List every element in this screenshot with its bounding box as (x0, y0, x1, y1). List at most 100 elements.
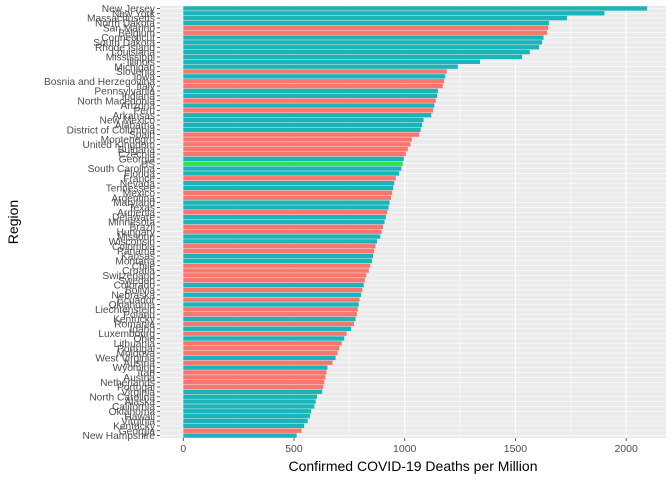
bar (183, 93, 438, 98)
bar (183, 137, 412, 142)
bar (183, 176, 396, 181)
y-tick-label: Indiana (122, 91, 156, 102)
bar (183, 185, 394, 191)
bar (183, 219, 385, 225)
y-tick-label: North Dakota (95, 19, 155, 30)
bar (183, 278, 365, 283)
y-tick-label: Mississippi (106, 53, 155, 64)
y-tick-label: Liechtenstein (95, 305, 155, 316)
bar (183, 35, 544, 40)
y-tick-label: South Carolina (88, 164, 156, 175)
bar (183, 234, 381, 239)
y-tick-label: Arizona (120, 101, 155, 112)
bar (183, 88, 438, 94)
bar (183, 69, 447, 74)
y-tick-label: Brazil (130, 222, 155, 233)
bar (183, 64, 458, 69)
y-tick-label: Hawaii (124, 412, 155, 423)
bar (183, 258, 372, 264)
bar (183, 418, 308, 424)
y-tick-label: Netherlands (100, 378, 155, 389)
y-tick-label: Peru (133, 106, 155, 117)
x-axis: 0 500 1000 1500 2000 (180, 438, 638, 455)
bar (183, 394, 318, 399)
bar (183, 224, 383, 230)
bar (183, 239, 378, 244)
y-tick-label: United Kingdom (83, 140, 156, 151)
y-tick-label: Michigan (114, 62, 155, 73)
y-tick-label: Slovenia (116, 67, 155, 78)
bar (183, 273, 367, 278)
y-tick-label: Kansas (121, 252, 155, 263)
y-tick-label: Argentina (111, 193, 155, 204)
x-tick-label: 2000 (614, 443, 638, 455)
y-tick-label: Massachusetts (87, 14, 155, 25)
y-tick-label: Austria (123, 373, 155, 384)
y-tick-label: Tennessee (106, 184, 156, 195)
bar (183, 404, 315, 409)
bar (183, 151, 406, 157)
bar (183, 122, 422, 128)
bars (183, 6, 648, 438)
bar (183, 113, 432, 118)
bar (183, 59, 480, 65)
y-tick-label: District of Columbia (67, 125, 156, 136)
bar (183, 312, 357, 317)
bar (183, 54, 523, 60)
y-tick-label: Montenegro (101, 135, 156, 146)
y-tick-label: Czechia (118, 150, 155, 161)
bar (183, 6, 648, 11)
bar (183, 15, 568, 21)
y-tick-label: North Macedonia (77, 96, 155, 107)
bar (183, 297, 360, 302)
y-tick-label: Maryland (113, 198, 155, 209)
bar (183, 79, 445, 84)
bar (183, 11, 605, 16)
bar (183, 384, 324, 390)
y-tick-label: Kentucky (113, 315, 156, 326)
bar (183, 326, 352, 331)
y-tick-label: Wisconsin (109, 237, 155, 248)
bar (183, 166, 402, 171)
bar (183, 379, 325, 385)
bar (183, 350, 338, 356)
y-tick-label: Georgia (119, 426, 156, 437)
y-tick-label: Mexico (123, 188, 156, 199)
y-tick-label: Armenia (117, 208, 155, 219)
bar (183, 409, 312, 414)
bar (183, 20, 550, 26)
y-tick-label: Connecticut (101, 33, 155, 44)
y-tick-label: Austria (123, 358, 155, 369)
y-tick-label: Ecuador (117, 295, 156, 306)
y-tick-label: Missouri (117, 232, 155, 243)
bar (183, 244, 376, 249)
bar (183, 346, 340, 351)
bar (183, 428, 302, 433)
y-tick-label: Louisiana (111, 48, 155, 59)
y-tick-label: Alaska (124, 397, 155, 408)
bar (183, 433, 297, 438)
x-tick-label: 0 (180, 443, 186, 455)
y-tick-label: Idaho (130, 324, 156, 335)
y-tick-label: San Marino (103, 23, 155, 34)
bar (183, 83, 443, 89)
y-tick-label: Wyoming (113, 363, 156, 374)
y-tick-label: Nebraska (111, 290, 155, 301)
y-tick-label: France (123, 174, 155, 185)
y-tick-label: Iran (137, 368, 155, 379)
bar (183, 210, 388, 215)
y-tick-label: Spain (129, 130, 155, 141)
bar (183, 365, 328, 370)
y-tick-label: Romania (114, 320, 155, 331)
y-tick-label: Luxembourg (98, 329, 155, 340)
bar (183, 49, 530, 55)
y-tick-label: Nevada (120, 179, 155, 190)
y-tick-label: Florida (124, 169, 155, 180)
y-tick-label: Oklahoma (109, 407, 156, 418)
y-tick-label: New Mexico (100, 116, 156, 127)
bar (183, 161, 403, 166)
y-tick-label: Portugal (117, 383, 155, 394)
bar (183, 30, 548, 35)
y-tick-label: US (141, 159, 155, 170)
